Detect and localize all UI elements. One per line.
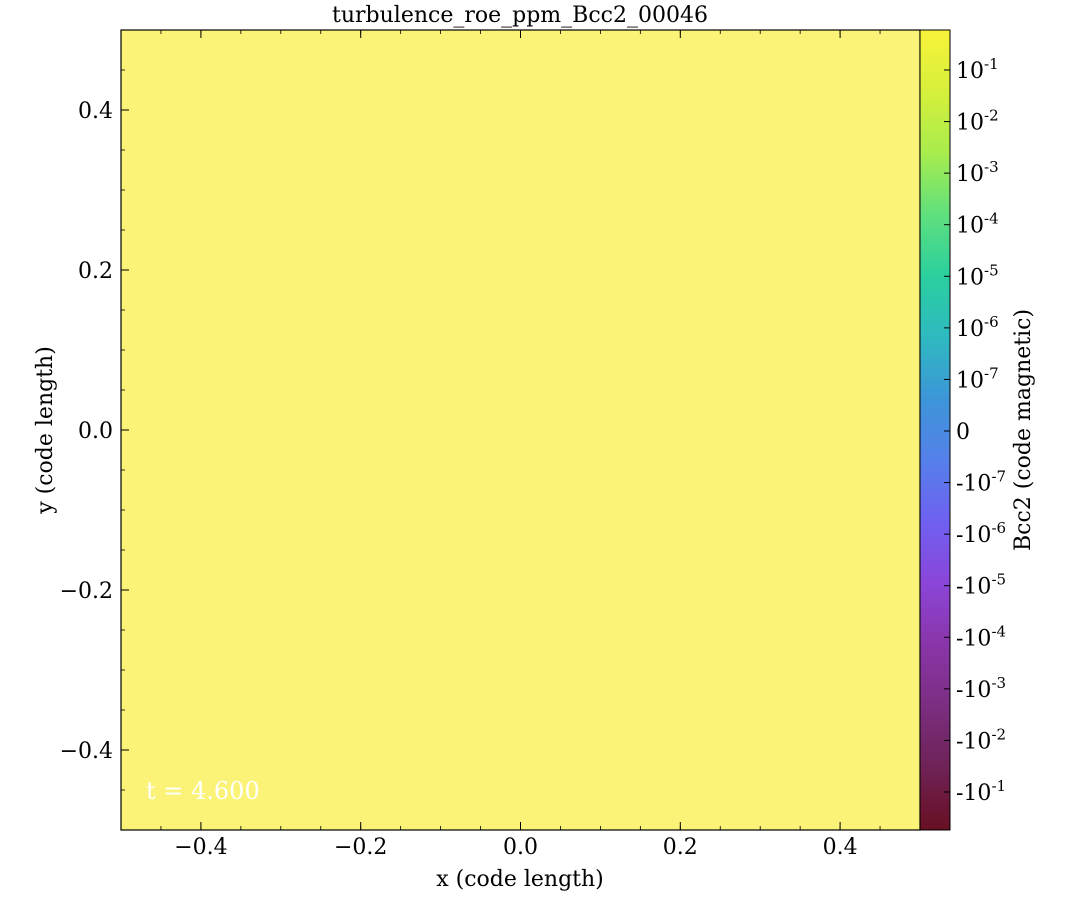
colorbar-tick-label: -10-6 bbox=[956, 519, 1006, 548]
colorbar-tick-label: 10-5 bbox=[956, 261, 999, 290]
x-tick-label: 0.0 bbox=[503, 835, 538, 860]
field-texture bbox=[121, 30, 920, 830]
x-tick-label: 0.2 bbox=[663, 835, 698, 860]
heatmap-field bbox=[121, 30, 920, 830]
y-tick-label: 0.2 bbox=[78, 259, 113, 284]
colorbar-label: Bcc2 (code magnetic) bbox=[1011, 309, 1036, 551]
colorbar-tick-label: -10-1 bbox=[956, 777, 1006, 806]
x-tick-label: −0.4 bbox=[174, 835, 227, 860]
x-tick-label: −0.2 bbox=[334, 835, 387, 860]
colorbar bbox=[920, 30, 950, 830]
colorbar-tick-label: 0 bbox=[956, 420, 970, 445]
time-annotation: t = 4.600 bbox=[146, 777, 260, 805]
colorbar-tick-label: 10-1 bbox=[956, 55, 999, 84]
colorbar-tick-label: -10-5 bbox=[956, 571, 1006, 600]
x-axis-label: x (code length) bbox=[436, 867, 604, 892]
colorbar-tick-label: 10-6 bbox=[956, 313, 999, 342]
colorbar-frame bbox=[919, 29, 951, 831]
y-tick-label: 0.4 bbox=[78, 99, 113, 124]
colorbar-tick-label: 10-2 bbox=[956, 107, 999, 136]
colorbar-tick-label: 10-3 bbox=[956, 158, 999, 187]
colorbar-tick-label: -10-7 bbox=[956, 468, 1006, 497]
x-axis: −0.4 −0.2 0.0 0.2 0.4 bbox=[160, 30, 881, 860]
y-tick-label: −0.4 bbox=[60, 739, 113, 764]
colorbar-tick-label: -10-4 bbox=[956, 622, 1006, 651]
x-tick-label: 0.4 bbox=[823, 835, 858, 860]
colorbar-tick-label: 10-4 bbox=[956, 210, 999, 239]
y-tick-label: 0.0 bbox=[78, 419, 113, 444]
colorbar-tick-label: -10-2 bbox=[956, 725, 1006, 754]
colorbar-ticks: 10-1 10-2 10-3 10-4 10-5 10-6 10-7 0 -10-7 -10-6 -… bbox=[944, 55, 1006, 806]
y-tick-label: −0.2 bbox=[60, 579, 113, 604]
chart-title: turbulence_roe_ppm_Bcc2_00046 bbox=[332, 3, 708, 28]
colorbar-tick-label: 10-7 bbox=[956, 364, 999, 393]
colorbar-tick-label: -10-3 bbox=[956, 674, 1006, 703]
y-axis: −0.4 −0.2 0.0 0.2 0.4 bbox=[60, 69, 129, 791]
y-axis-label: y (code length) bbox=[33, 346, 58, 515]
